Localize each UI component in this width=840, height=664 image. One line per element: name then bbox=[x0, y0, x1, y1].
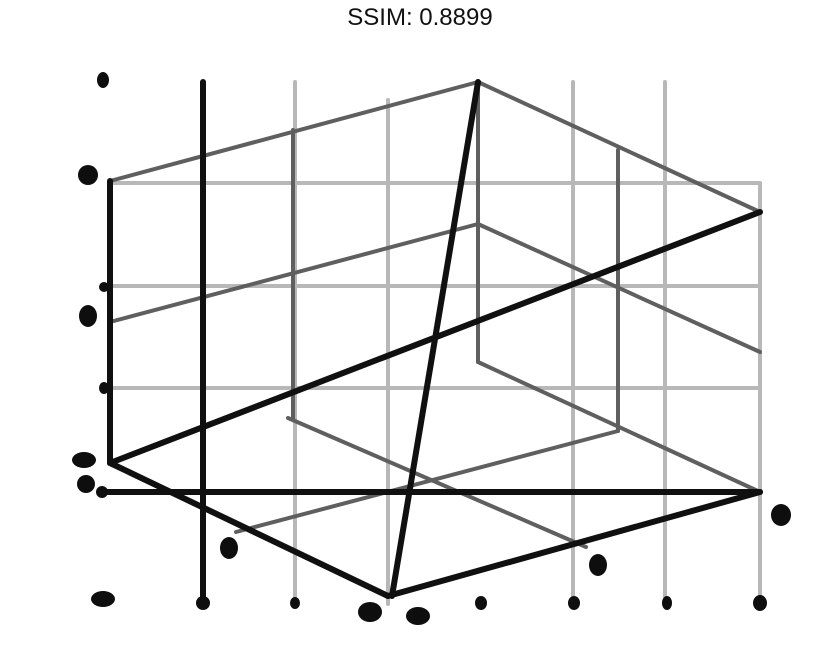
tick-mark bbox=[220, 537, 238, 559]
tick-mark bbox=[196, 596, 210, 610]
tick-mark bbox=[91, 591, 115, 607]
tick-mark bbox=[358, 602, 382, 622]
tick-mark bbox=[475, 596, 487, 610]
tick-mark bbox=[589, 554, 607, 576]
dark-edge-lower-left bbox=[107, 460, 391, 599]
tick-mark bbox=[290, 597, 300, 609]
tick-mark bbox=[72, 452, 96, 468]
tick-mark bbox=[406, 607, 430, 625]
tick-mark bbox=[753, 595, 767, 611]
tick-mark bbox=[771, 504, 791, 526]
box-edge-top-right bbox=[476, 80, 762, 214]
tick-mark bbox=[96, 486, 108, 498]
box-edge-inner-diagonal bbox=[286, 416, 588, 549]
dark-edge-lower-right bbox=[385, 489, 763, 599]
tick-mark bbox=[77, 475, 95, 493]
tick-mark bbox=[99, 282, 109, 292]
dark-edge-steep-diagonal bbox=[389, 79, 481, 599]
tick-mark bbox=[99, 382, 109, 394]
tick-mark bbox=[78, 165, 98, 185]
tick-marks bbox=[72, 72, 791, 625]
tick-mark bbox=[568, 596, 580, 610]
dark-edges bbox=[105, 79, 763, 607]
tick-mark bbox=[79, 305, 97, 327]
figure-title: SSIM: 0.8899 bbox=[347, 4, 493, 31]
box-edge-front-left bbox=[234, 429, 620, 534]
box-edges bbox=[108, 80, 762, 549]
tick-mark bbox=[97, 72, 109, 88]
tick-mark bbox=[662, 596, 672, 610]
